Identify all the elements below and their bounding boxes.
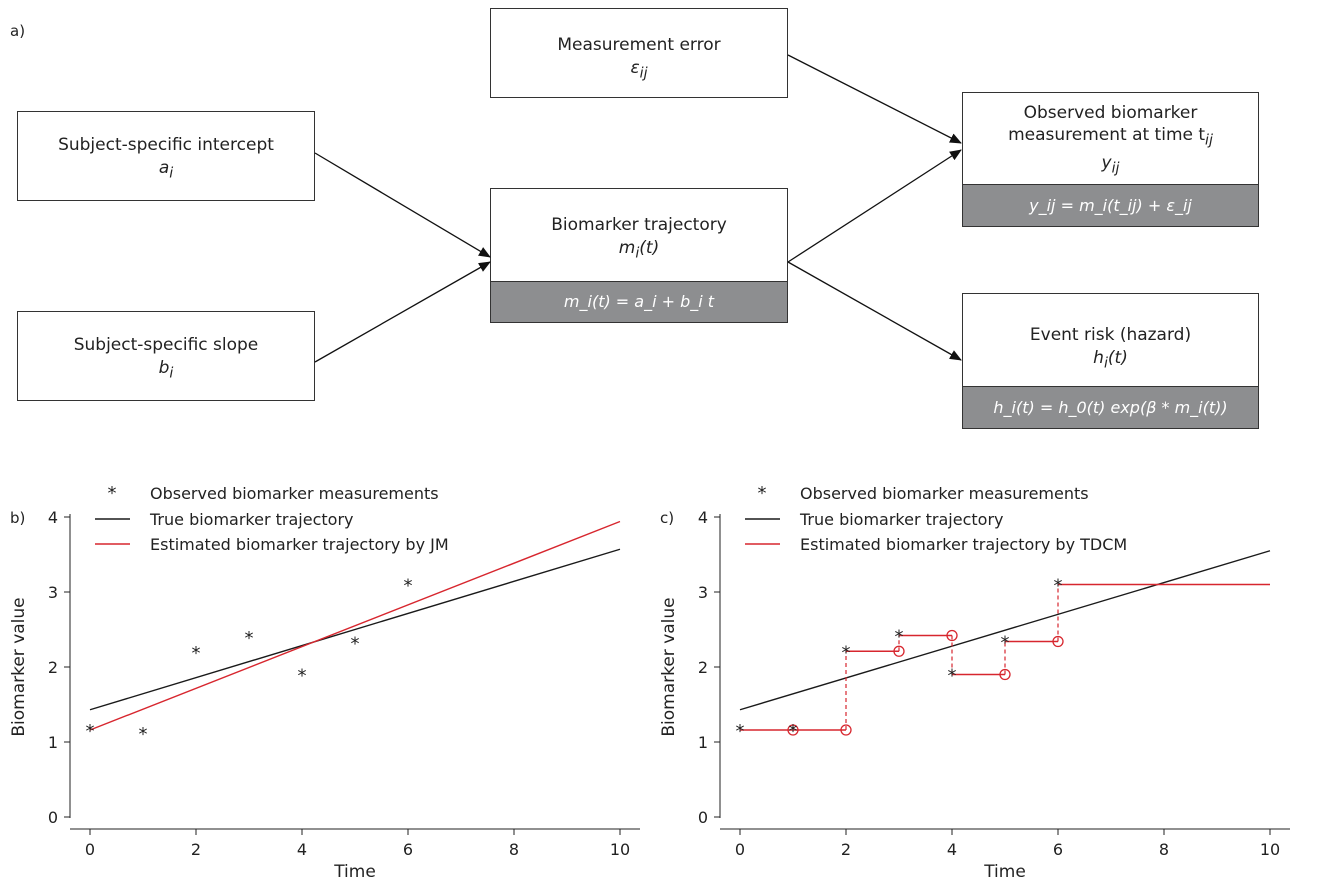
arrow-error-to-observed bbox=[787, 54, 962, 144]
x-tick-label: 2 bbox=[191, 840, 201, 859]
legend-marker-star: * bbox=[108, 483, 117, 504]
x-tick-label: 8 bbox=[1159, 840, 1169, 859]
observed-point: * bbox=[139, 724, 148, 745]
event-title: Event risk (hazard) bbox=[1029, 325, 1192, 345]
observed-point: * bbox=[404, 576, 413, 597]
observed-point: * bbox=[789, 721, 798, 742]
intercept-box: Subject-specific intercept ai bbox=[17, 111, 315, 201]
legend-label: True biomarker trajectory bbox=[799, 510, 1003, 529]
observed-point: * bbox=[192, 643, 201, 664]
x-tick-label: 0 bbox=[85, 840, 95, 859]
panel-label: c) bbox=[660, 509, 674, 527]
legend-label: Observed biomarker measurements bbox=[800, 484, 1089, 503]
legend-label: Observed biomarker measurements bbox=[150, 484, 439, 503]
observed-point: * bbox=[736, 721, 745, 742]
measurement-error-box: Measurement error εij bbox=[490, 8, 788, 98]
intercept-var: ai bbox=[158, 158, 174, 182]
step-open-circle bbox=[1052, 635, 1064, 648]
observed-point: * bbox=[842, 642, 851, 663]
step-open-circle bbox=[946, 629, 958, 642]
x-tick-label: 6 bbox=[403, 840, 413, 859]
step-open-circle bbox=[893, 645, 905, 657]
trajectory-formula: m_i(t) = a_i + b_i t bbox=[491, 281, 787, 322]
y-tick-label: 1 bbox=[48, 733, 58, 752]
y-tick-label: 1 bbox=[698, 733, 708, 752]
observed-formula: y_ij = m_i(t_ij) + ε_ij bbox=[963, 184, 1258, 226]
y-tick-label: 2 bbox=[48, 658, 58, 677]
arrow-trajectory-to-observed bbox=[787, 149, 962, 263]
x-tick-label: 4 bbox=[947, 840, 957, 859]
y-tick-label: 3 bbox=[698, 583, 708, 602]
observed-point: * bbox=[298, 666, 307, 687]
observed-point: * bbox=[86, 721, 95, 742]
y-axis-label: Biomarker value bbox=[659, 597, 679, 736]
event-box: Event risk (hazard) hi(t) h_i(t) = h_0(t… bbox=[962, 293, 1259, 429]
x-tick-label: 10 bbox=[1260, 840, 1280, 859]
measurement-error-var: εij bbox=[630, 58, 648, 82]
trajectory-var: mi(t) bbox=[618, 238, 660, 262]
legend-label: Estimated biomarker trajectory by TDCM bbox=[800, 535, 1127, 554]
true-trajectory-line bbox=[89, 548, 621, 711]
estimated-trajectory-line bbox=[89, 520, 621, 731]
observed-box: Observed biomarker measurement at time t… bbox=[962, 92, 1259, 227]
true-trajectory-line bbox=[739, 550, 1271, 711]
observed-point: * bbox=[895, 627, 904, 648]
slope-box: Subject-specific slope bi bbox=[17, 311, 315, 401]
event-formula: h_i(t) = h_0(t) exp(β * m_i(t)) bbox=[963, 386, 1258, 428]
x-tick-label: 4 bbox=[297, 840, 307, 859]
observed-point: * bbox=[1054, 576, 1063, 597]
step-open-circle bbox=[999, 668, 1011, 681]
y-tick-label: 2 bbox=[698, 658, 708, 677]
legend-label: Estimated biomarker trajectory by JM bbox=[150, 535, 449, 554]
x-tick-label: 8 bbox=[509, 840, 519, 859]
x-tick-label: 0 bbox=[735, 840, 745, 859]
observed-point: * bbox=[1001, 633, 1010, 654]
measurement-error-title: Measurement error bbox=[557, 35, 721, 55]
chart-b: * Observed biomarker measurements True bio… bbox=[9, 483, 640, 882]
slope-var: bi bbox=[158, 358, 174, 382]
y-tick-label: 0 bbox=[698, 808, 708, 827]
observed-point: * bbox=[948, 666, 957, 687]
arrow-intercept-to-trajectory bbox=[314, 152, 491, 258]
y-tick-label: 4 bbox=[698, 508, 708, 527]
panel-label: b) bbox=[10, 509, 25, 527]
step-open-circle bbox=[840, 724, 852, 736]
x-tick-label: 10 bbox=[610, 840, 630, 859]
legend-marker-star: * bbox=[758, 483, 767, 504]
x-axis-label: Time bbox=[333, 862, 376, 882]
observed-point: * bbox=[245, 628, 254, 649]
chart-c: * Observed biomarker measurements True bio… bbox=[659, 483, 1290, 882]
arrow-slope-to-trajectory bbox=[314, 261, 491, 363]
x-tick-label: 6 bbox=[1053, 840, 1063, 859]
y-tick-label: 0 bbox=[48, 808, 58, 827]
slope-title: Subject-specific slope bbox=[73, 335, 259, 355]
arrow-trajectory-to-event bbox=[787, 261, 962, 361]
x-tick-label: 2 bbox=[841, 840, 851, 859]
trajectory-title: Biomarker trajectory bbox=[551, 215, 727, 235]
observed-title-line2: measurement at time tij bbox=[1008, 125, 1213, 149]
y-axis-label: Biomarker value bbox=[9, 597, 29, 736]
y-tick-label: 3 bbox=[48, 583, 58, 602]
intercept-title: Subject-specific intercept bbox=[58, 135, 274, 155]
trajectory-box: Biomarker trajectory mi(t) m_i(t) = a_i … bbox=[490, 188, 788, 323]
event-var: hi(t) bbox=[1093, 348, 1128, 372]
x-axis-label: Time bbox=[983, 862, 1026, 882]
panel-a-label: a) bbox=[10, 22, 26, 40]
observed-var: yij bbox=[1101, 153, 1120, 177]
observed-point: * bbox=[351, 633, 360, 654]
y-tick-label: 4 bbox=[48, 508, 58, 527]
legend-label: True biomarker trajectory bbox=[149, 510, 353, 529]
observed-title-line1: Observed biomarker bbox=[1023, 103, 1198, 123]
